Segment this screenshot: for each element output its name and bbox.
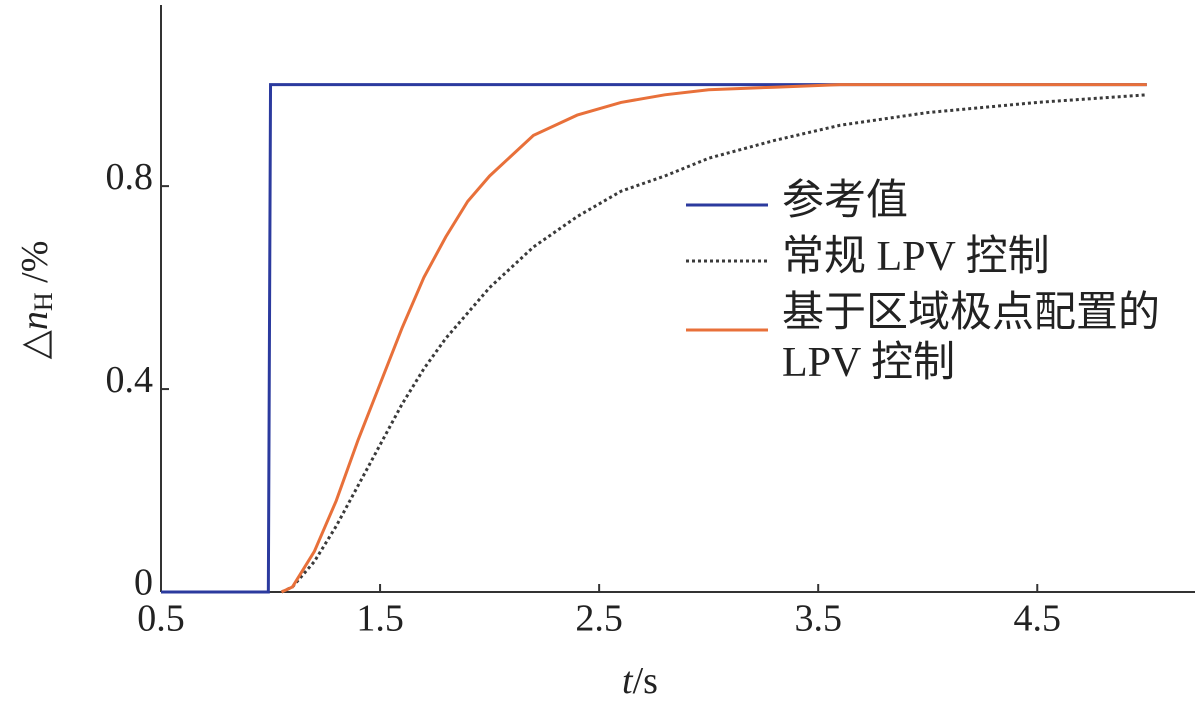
legend-item: 常规 LPV 控制 — [684, 232, 1182, 282]
x-tick-label: 1.5 — [356, 598, 404, 640]
x-tick-label: 3.5 — [794, 598, 842, 640]
legend-item: 基于区域极点配置的LPV 控制 — [684, 288, 1182, 388]
x-tick-label: 0.5 — [137, 598, 185, 640]
legend-label: 参考值 — [782, 178, 909, 224]
y-tick-label: 0.4 — [106, 359, 154, 401]
series-line — [161, 83, 1147, 594]
legend-swatch — [686, 328, 768, 332]
series-line — [280, 83, 1147, 594]
y-axis-label-part: /% — [14, 241, 56, 293]
legend-swatch — [686, 259, 768, 263]
y-axis-label-part: △ — [14, 329, 56, 359]
series-line — [280, 93, 1147, 594]
y-axis-label-part: n — [14, 311, 56, 330]
y-axis-label: △nH /% — [14, 241, 58, 360]
legend: 参考值常规 LPV 控制基于区域极点配置的LPV 控制 — [684, 176, 1182, 394]
legend-swatch — [686, 203, 768, 207]
y-tick-label: 0 — [134, 562, 153, 604]
legend-item: 参考值 — [684, 176, 1182, 226]
legend-label: 基于区域极点配置的LPV 控制 — [782, 290, 1161, 386]
x-tick-label: 2.5 — [575, 598, 623, 640]
y-axis-label-part: H — [29, 292, 58, 311]
legend-label: 常规 LPV 控制 — [782, 234, 1050, 280]
x-axis-label-part: t — [622, 660, 634, 702]
x-axis-label: t/s — [622, 660, 658, 702]
x-tick-label: 4.5 — [1014, 598, 1062, 640]
y-tick-label: 0.8 — [106, 156, 154, 198]
x-axis-label-part: /s — [633, 660, 658, 702]
